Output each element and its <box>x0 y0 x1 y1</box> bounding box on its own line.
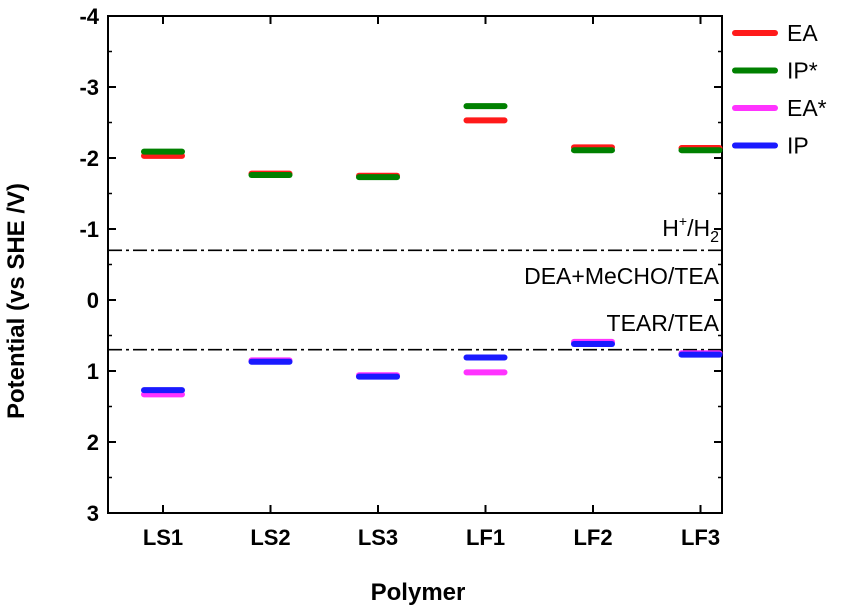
x-tick-label: LF3 <box>681 525 720 550</box>
y-axis-ticks: -4 -3 -2 -1 0 1 2 3 <box>79 4 722 526</box>
y-tick-label: -3 <box>79 75 99 100</box>
annotation-tear-tea: TEAR/TEA <box>607 310 720 336</box>
x-tick-label: LS2 <box>250 525 290 550</box>
data-marks <box>141 103 723 398</box>
annotation-dea-mecho-tea: DEA+MeCHO/TEA <box>524 263 720 289</box>
y-axis-title: Potential (vs SHE /V) <box>3 183 30 419</box>
y-tick-label: 0 <box>87 288 99 313</box>
x-tick-label: LF1 <box>466 525 505 550</box>
legend: EA IP* EA* IP <box>732 20 827 159</box>
legend-label: EA <box>787 20 818 46</box>
y-tick-label: -4 <box>79 4 99 29</box>
x-tick-label: LS1 <box>143 525 183 550</box>
y-tick-label: 1 <box>87 359 99 384</box>
y-tick-label: 3 <box>87 501 99 526</box>
x-tick-label: LS3 <box>358 525 398 550</box>
x-axis-ticks: LS1 LS2 LS3 LF1 LF2 LF3 <box>143 16 720 550</box>
legend-label: EA* <box>787 95 827 121</box>
legend-label: IP <box>787 133 809 159</box>
x-axis-title: Polymer <box>371 579 466 606</box>
y-tick-label: -1 <box>79 217 99 242</box>
annotation-h-plus-h2: H+/H2 <box>662 213 719 246</box>
legend-label: IP* <box>787 58 818 84</box>
reference-lines <box>108 249 722 351</box>
x-tick-label: LF2 <box>573 525 612 550</box>
y-tick-label: -2 <box>79 146 99 171</box>
y-tick-label: 2 <box>87 430 99 455</box>
